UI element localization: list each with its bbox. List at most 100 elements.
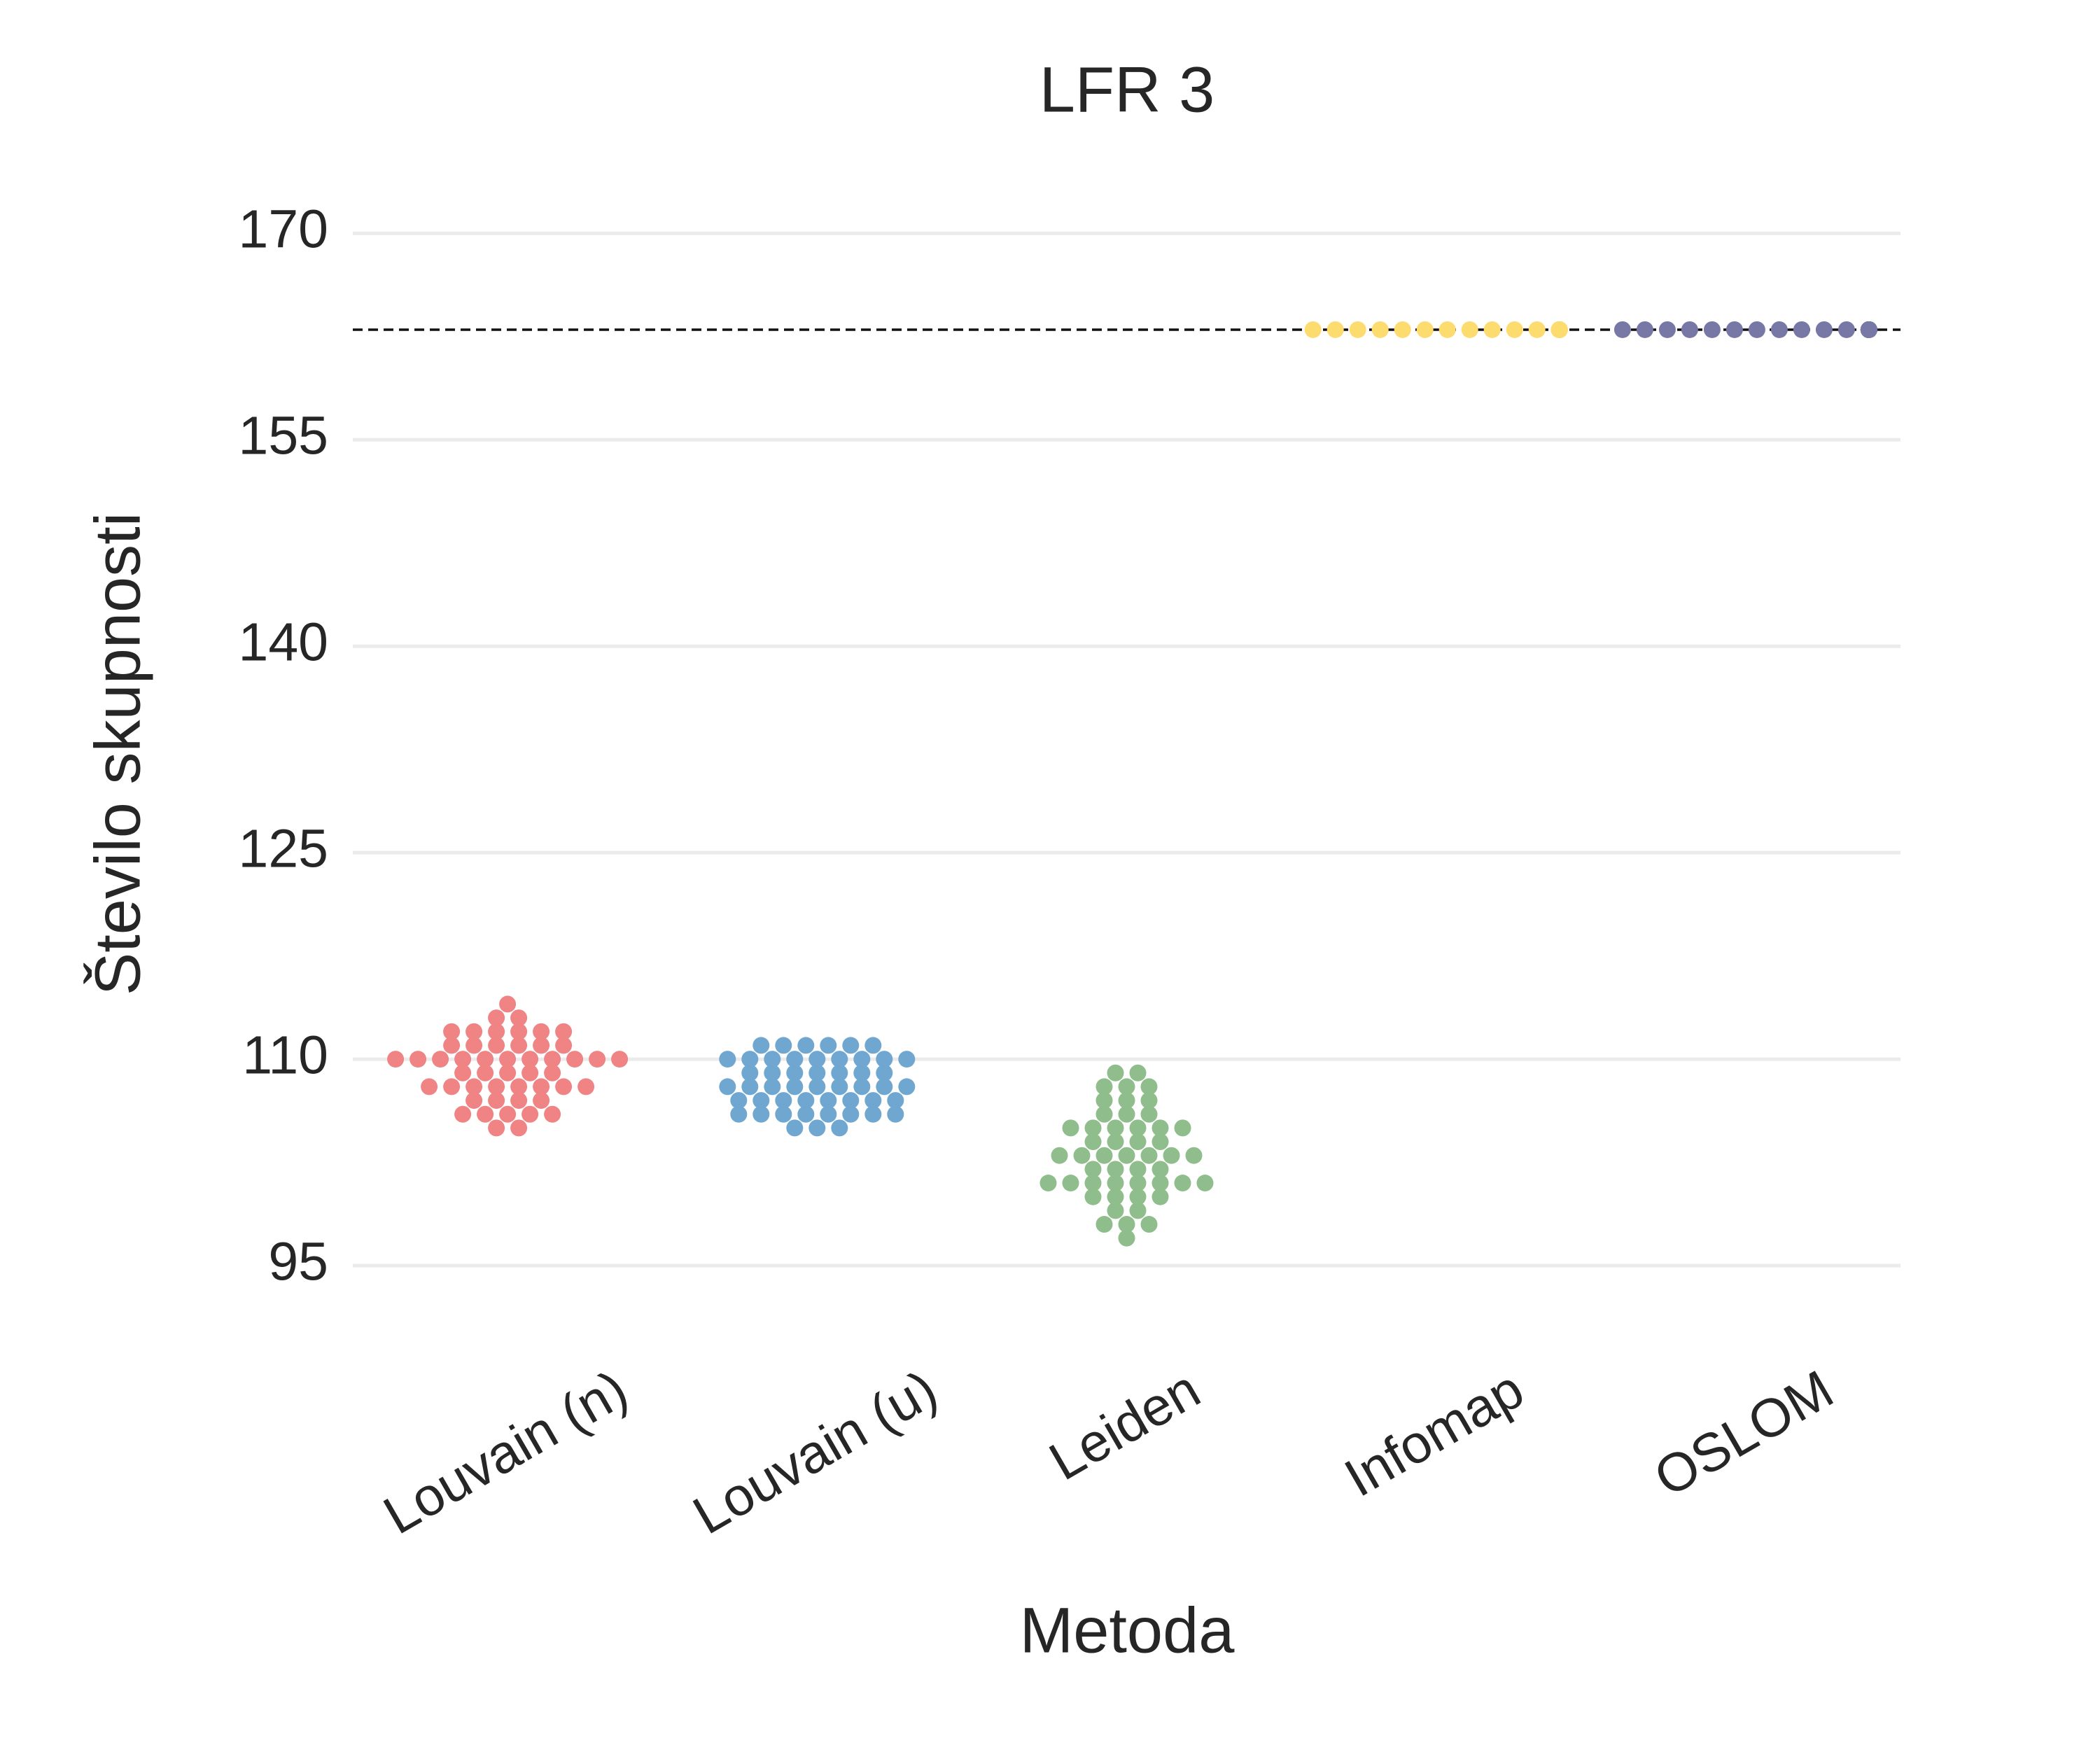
data-point	[1129, 1064, 1147, 1082]
data-point	[1140, 1092, 1158, 1110]
data-point	[410, 1051, 427, 1068]
data-point	[797, 1092, 815, 1110]
data-point	[443, 1037, 461, 1054]
x-tick-label: Infomap	[1335, 1359, 1534, 1508]
data-point	[1140, 1078, 1158, 1096]
data-point	[820, 1037, 837, 1054]
data-point	[786, 1064, 804, 1082]
data-point	[1748, 321, 1765, 338]
data-point	[898, 1078, 916, 1096]
data-point	[544, 1105, 561, 1123]
data-point	[465, 1023, 483, 1040]
data-point	[1304, 321, 1322, 338]
data-point	[1152, 1119, 1169, 1137]
data-point	[842, 1037, 860, 1054]
data-point	[831, 1051, 848, 1068]
data-point	[510, 1037, 528, 1054]
data-point	[555, 1023, 573, 1040]
data-point	[786, 1078, 804, 1096]
y-tick-label: 140	[239, 612, 328, 673]
y-tick-label: 155	[239, 406, 328, 466]
data-point	[1118, 1147, 1135, 1164]
data-point	[1416, 321, 1434, 338]
data-point	[454, 1105, 472, 1123]
data-point	[1860, 321, 1877, 338]
data-point	[786, 1051, 804, 1068]
data-point	[465, 1092, 483, 1110]
data-point	[499, 1105, 517, 1123]
x-tick-label: OSLOM	[1644, 1359, 1843, 1508]
data-point	[730, 1105, 748, 1123]
data-point	[1636, 321, 1653, 338]
data-point	[775, 1105, 792, 1123]
data-point	[477, 1064, 494, 1082]
x-tick-label: Leiden	[1040, 1359, 1210, 1492]
data-point	[864, 1092, 882, 1110]
data-point	[797, 1037, 815, 1054]
x-tick-label: Louvain (n)	[374, 1359, 638, 1546]
data-point	[1107, 1188, 1124, 1205]
data-point	[1096, 1147, 1113, 1164]
data-point	[1438, 321, 1456, 338]
data-point	[1528, 321, 1546, 338]
data-point	[1118, 1105, 1135, 1123]
data-point	[797, 1105, 815, 1123]
data-point	[499, 1051, 517, 1068]
data-point	[876, 1078, 893, 1096]
data-point	[1371, 321, 1389, 338]
data-point	[1506, 321, 1523, 338]
data-point	[522, 1105, 539, 1123]
data-point	[387, 1051, 405, 1068]
data-point	[1096, 1078, 1113, 1096]
data-point	[1129, 1133, 1147, 1151]
data-point	[1129, 1202, 1147, 1219]
x-tick-label: Louvain (u)	[683, 1359, 947, 1546]
data-point	[864, 1037, 882, 1054]
data-point	[1096, 1092, 1113, 1110]
data-point	[831, 1078, 848, 1096]
data-point	[764, 1064, 781, 1082]
data-point	[465, 1037, 483, 1054]
data-point	[1062, 1175, 1079, 1192]
data-point	[1107, 1175, 1124, 1192]
data-point	[786, 1119, 804, 1137]
data-point	[1084, 1175, 1102, 1192]
data-point	[887, 1105, 904, 1123]
data-point	[842, 1092, 860, 1110]
data-point	[853, 1064, 871, 1082]
data-point	[1174, 1175, 1191, 1192]
data-point	[1140, 1105, 1158, 1123]
data-point	[1185, 1147, 1203, 1164]
data-point	[533, 1092, 550, 1110]
data-point	[820, 1105, 837, 1123]
data-point	[1681, 321, 1698, 338]
data-point	[1084, 1119, 1102, 1137]
data-point	[488, 1009, 505, 1027]
data-point	[1770, 321, 1788, 338]
data-point	[522, 1051, 539, 1068]
data-point	[465, 1078, 483, 1096]
data-point	[544, 1051, 561, 1068]
data-point	[1152, 1188, 1169, 1205]
y-axis-label: Število skupnosti	[82, 512, 153, 995]
data-point	[510, 1009, 528, 1027]
y-tick-label: 170	[239, 200, 328, 260]
data-point	[555, 1037, 573, 1054]
data-point	[1174, 1119, 1191, 1137]
data-point	[1107, 1133, 1124, 1151]
data-point	[1129, 1161, 1147, 1178]
data-point	[820, 1092, 837, 1110]
data-point	[1815, 321, 1833, 338]
data-point	[808, 1051, 826, 1068]
data-point	[499, 995, 517, 1013]
data-point	[1118, 1078, 1135, 1096]
data-point	[1461, 321, 1478, 338]
data-point	[775, 1092, 792, 1110]
data-point	[1614, 321, 1631, 338]
data-point	[1062, 1119, 1079, 1137]
data-point	[1394, 321, 1411, 338]
data-point	[1118, 1092, 1135, 1110]
data-point	[421, 1078, 438, 1096]
data-point	[1051, 1147, 1068, 1164]
